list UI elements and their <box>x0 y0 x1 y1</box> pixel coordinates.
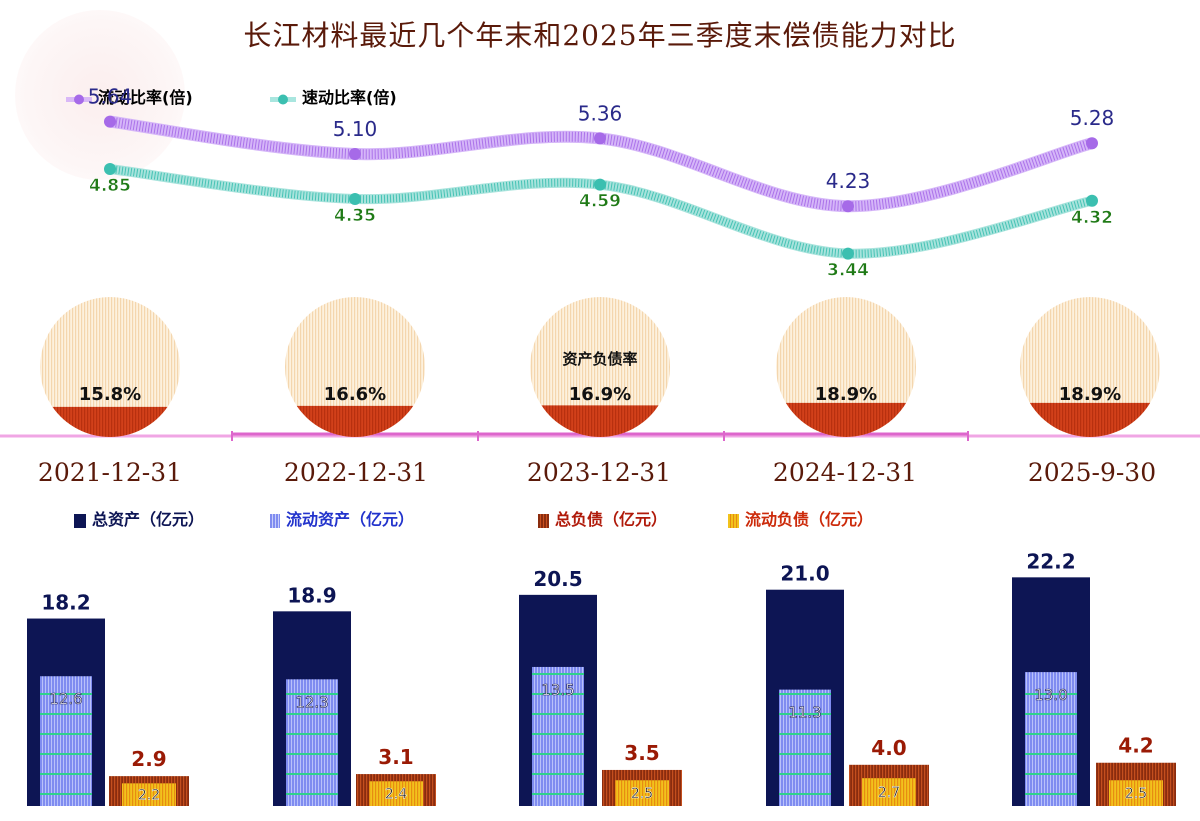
current-liabilities-legend-swatch <box>728 513 739 528</box>
point-1-1 <box>349 193 361 205</box>
pie-debt-slice-1 <box>296 405 414 438</box>
bar-label-total-liabilities-0: 2.9 <box>131 747 166 771</box>
bar-current-liabilities-4 <box>1109 780 1163 806</box>
legend-total-assets-label: 总资产（亿元） <box>92 510 205 529</box>
pie-value-label-2: 16.9% <box>569 384 631 405</box>
bar-label-total-assets-3: 21.0 <box>780 562 829 586</box>
legend-current-ratio-label: 流动比率(倍) <box>98 88 193 107</box>
bar-label-total-assets-2: 20.5 <box>533 567 582 591</box>
legend-quick-ratio: 速动比率(倍) <box>270 84 397 108</box>
date-label-2022: 2022-12-31 <box>283 458 429 487</box>
bar-current-liabilities-0 <box>122 783 176 806</box>
data-label-0-1: 5.10 <box>333 117 378 141</box>
date-label-2021: 2021-12-31 <box>37 458 183 487</box>
data-label-1-3: 3.44 <box>827 261 869 281</box>
total-liabilities-legend-swatch <box>538 513 549 528</box>
date-label-2025: 2025-9-30 <box>1027 458 1157 487</box>
legend-current-liabilities-label: 流动负债（亿元） <box>745 510 874 529</box>
data-label-0-3: 4.23 <box>826 169 871 193</box>
bar-current-liabilities-3 <box>862 778 916 806</box>
date-label-2024: 2024-12-31 <box>772 458 918 487</box>
bar-label-current-assets-0: 12.6 <box>49 690 82 708</box>
background-decoration <box>15 10 185 180</box>
legend-current-assets: 流动资产（亿元） <box>270 506 414 530</box>
pie-disc-3 <box>776 297 916 437</box>
data-label-0-4: 5.28 <box>1070 106 1115 130</box>
bar-current-liabilities-1 <box>369 781 423 806</box>
point-0-4 <box>1086 137 1098 150</box>
pie-value-label-3: 18.9% <box>815 384 877 405</box>
pie-value-label-0: 15.8% <box>79 384 141 405</box>
bar-current-assets-1 <box>286 679 338 806</box>
bar-label-total-liabilities-4: 4.2 <box>1118 734 1153 758</box>
bar-label-total-assets-1: 18.9 <box>287 583 336 607</box>
data-label-0-0: 5.64 <box>88 85 133 109</box>
pie-debt-slice-4 <box>1029 402 1151 438</box>
legend-quick-ratio-label: 速动比率(倍) <box>302 88 397 107</box>
pie-value-label-1: 16.6% <box>324 384 386 405</box>
data-label-1-1: 4.35 <box>334 206 376 226</box>
point-0-1 <box>349 148 361 160</box>
pie-disc-0 <box>40 297 180 437</box>
legend-total-liabilities: 总负债（亿元） <box>538 506 667 530</box>
point-1-3 <box>842 247 854 260</box>
pie-debt-slice-0 <box>52 406 168 437</box>
pie-caption: 资产负债率 <box>562 350 637 368</box>
bar-label-current-assets-1: 12.3 <box>295 693 328 711</box>
bar-label-total-assets-0: 18.2 <box>41 591 90 615</box>
bar-current-liabilities-2 <box>615 780 669 806</box>
date-label-2023: 2023-12-31 <box>526 458 672 487</box>
data-label-1-4: 4.32 <box>1071 208 1113 228</box>
bar-label-total-liabilities-2: 3.5 <box>624 741 659 765</box>
pie-value-label-4: 18.9% <box>1059 384 1121 405</box>
legend-current-liabilities: 流动负债（亿元） <box>728 506 873 530</box>
bar-label-current-liabilities-1: 2.4 <box>385 787 407 803</box>
bar-current-assets-2 <box>532 666 584 806</box>
bar-label-total-liabilities-3: 4.0 <box>871 736 906 760</box>
data-label-1-2: 4.59 <box>579 192 621 212</box>
current-ratio-legend-swatch <box>66 94 92 104</box>
bar-label-current-liabilities-2: 2.5 <box>631 786 653 802</box>
bar-label-current-liabilities-3: 2.7 <box>878 785 900 801</box>
data-label-1-0: 4.85 <box>89 176 131 196</box>
bar-label-current-assets-4: 13.0 <box>1034 686 1067 704</box>
bar-current-assets-0 <box>40 676 92 806</box>
bar-label-current-liabilities-4: 2.5 <box>1125 786 1147 802</box>
pie-disc-2 <box>530 297 670 437</box>
total-assets-legend-swatch <box>74 513 86 528</box>
chart-title: 长江材料最近几个年末和2025年三季度末偿债能力对比 <box>243 19 957 52</box>
legend-current-assets-label: 流动资产（亿元） <box>286 510 415 529</box>
legend-current-ratio: 流动比率(倍) <box>66 84 193 108</box>
bar-label-total-liabilities-1: 3.1 <box>378 745 413 769</box>
bar-label-current-assets-3: 11.3 <box>788 704 821 722</box>
point-0-0 <box>104 115 116 128</box>
point-1-2 <box>594 178 606 191</box>
legend-total-assets: 总资产（亿元） <box>74 506 204 530</box>
quick-ratio-legend-swatch <box>270 94 296 104</box>
bar-current-assets-3 <box>779 689 831 806</box>
pie-debt-slice-2 <box>541 405 659 437</box>
point-0-3 <box>842 200 854 213</box>
point-1-4 <box>1086 194 1098 207</box>
bar-label-total-assets-4: 22.2 <box>1026 549 1075 573</box>
data-label-0-2: 5.36 <box>578 101 623 125</box>
bar-label-current-assets-2: 13.5 <box>541 681 574 699</box>
point-1-0 <box>104 163 116 175</box>
pie-debt-slice-3 <box>785 402 907 437</box>
pie-disc-4 <box>1020 297 1160 437</box>
current-assets-legend-swatch <box>270 513 280 528</box>
pie-disc-1 <box>285 297 425 437</box>
bar-label-current-liabilities-0: 2.2 <box>138 788 160 804</box>
point-0-2 <box>594 132 606 145</box>
series-line-0 <box>109 116 1094 212</box>
legend-total-liabilities-label: 总负债（亿元） <box>555 510 668 529</box>
